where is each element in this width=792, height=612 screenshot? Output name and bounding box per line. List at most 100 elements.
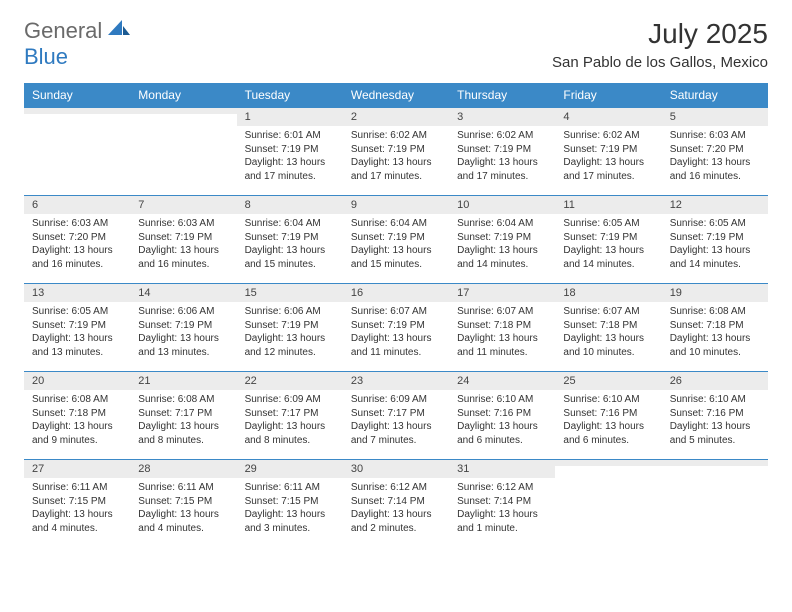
sunrise-text: Sunrise: 6:02 AM: [351, 129, 441, 143]
sunset-text: Sunset: 7:19 PM: [351, 143, 441, 157]
daylight-text: Daylight: 13 hours and 14 minutes.: [457, 244, 547, 271]
day-number: 12: [662, 196, 768, 214]
calendar-cell: [130, 108, 236, 196]
sunset-text: Sunset: 7:19 PM: [563, 231, 653, 245]
day-content: Sunrise: 6:04 AMSunset: 7:19 PMDaylight:…: [237, 214, 343, 277]
sunrise-text: Sunrise: 6:10 AM: [457, 393, 547, 407]
weekday-header: Thursday: [449, 83, 555, 108]
day-number: 3: [449, 108, 555, 126]
sunrise-text: Sunrise: 6:07 AM: [563, 305, 653, 319]
calendar-cell: 3Sunrise: 6:02 AMSunset: 7:19 PMDaylight…: [449, 108, 555, 196]
daylight-text: Daylight: 13 hours and 17 minutes.: [457, 156, 547, 183]
day-number: 17: [449, 284, 555, 302]
sunrise-text: Sunrise: 6:10 AM: [670, 393, 760, 407]
day-content: [662, 466, 768, 475]
day-number: 4: [555, 108, 661, 126]
sunrise-text: Sunrise: 6:05 AM: [32, 305, 122, 319]
day-content: [24, 114, 130, 123]
calendar-cell: 18Sunrise: 6:07 AMSunset: 7:18 PMDayligh…: [555, 284, 661, 372]
day-content: Sunrise: 6:12 AMSunset: 7:14 PMDaylight:…: [343, 478, 449, 541]
day-number: 9: [343, 196, 449, 214]
calendar-cell: [555, 460, 661, 548]
calendar-cell: 26Sunrise: 6:10 AMSunset: 7:16 PMDayligh…: [662, 372, 768, 460]
logo-text-general: General: [24, 18, 102, 44]
calendar-cell: 20Sunrise: 6:08 AMSunset: 7:18 PMDayligh…: [24, 372, 130, 460]
day-number: 14: [130, 284, 236, 302]
sunset-text: Sunset: 7:20 PM: [32, 231, 122, 245]
day-content: Sunrise: 6:07 AMSunset: 7:18 PMDaylight:…: [449, 302, 555, 365]
daylight-text: Daylight: 13 hours and 13 minutes.: [138, 332, 228, 359]
calendar-cell: 31Sunrise: 6:12 AMSunset: 7:14 PMDayligh…: [449, 460, 555, 548]
calendar-cell: 12 Sunrise: 6:05 AMSunset: 7:19 PMDayligh…: [662, 196, 768, 284]
sunrise-text: Sunrise: 6:08 AM: [670, 305, 760, 319]
weekday-header: Saturday: [662, 83, 768, 108]
logo-text-blue: Blue: [24, 44, 68, 69]
day-number: 25: [555, 372, 661, 390]
calendar-cell: 17Sunrise: 6:07 AMSunset: 7:18 PMDayligh…: [449, 284, 555, 372]
daylight-text: Daylight: 13 hours and 13 minutes.: [32, 332, 122, 359]
daylight-text: Daylight: 13 hours and 9 minutes.: [32, 420, 122, 447]
sunset-text: Sunset: 7:18 PM: [32, 407, 122, 421]
sunset-text: Sunset: 7:19 PM: [670, 231, 760, 245]
day-content: Sunrise: 6:10 AMSunset: 7:16 PMDaylight:…: [449, 390, 555, 453]
day-content: [555, 466, 661, 475]
daylight-text: Daylight: 13 hours and 16 minutes.: [670, 156, 760, 183]
title-block: July 2025 San Pablo de los Gallos, Mexic…: [552, 18, 768, 71]
calendar-cell: 5Sunrise: 6:03 AMSunset: 7:20 PMDaylight…: [662, 108, 768, 196]
daylight-text: Daylight: 13 hours and 17 minutes.: [351, 156, 441, 183]
sunset-text: Sunset: 7:19 PM: [563, 143, 653, 157]
sunrise-text: Sunrise: 6:01 AM: [245, 129, 335, 143]
sunrise-text: Sunrise: 6:03 AM: [32, 217, 122, 231]
day-content: Sunrise: 6:03 AMSunset: 7:20 PMDaylight:…: [662, 126, 768, 189]
calendar-cell: 23Sunrise: 6:09 AMSunset: 7:17 PMDayligh…: [343, 372, 449, 460]
daylight-text: Daylight: 13 hours and 6 minutes.: [563, 420, 653, 447]
weekday-header: Sunday: [24, 83, 130, 108]
calendar-cell: 4Sunrise: 6:02 AMSunset: 7:19 PMDaylight…: [555, 108, 661, 196]
day-content: Sunrise: 6:06 AMSunset: 7:19 PMDaylight:…: [130, 302, 236, 365]
sunset-text: Sunset: 7:16 PM: [670, 407, 760, 421]
day-number: 21: [130, 372, 236, 390]
day-number: 13: [24, 284, 130, 302]
sunset-text: Sunset: 7:20 PM: [670, 143, 760, 157]
sunrise-text: Sunrise: 6:07 AM: [457, 305, 547, 319]
sunrise-text: Sunrise: 6:05 AM: [670, 217, 760, 231]
logo: General: [24, 18, 132, 44]
sunset-text: Sunset: 7:19 PM: [245, 231, 335, 245]
calendar-cell: 22Sunrise: 6:09 AMSunset: 7:17 PMDayligh…: [237, 372, 343, 460]
day-number: 30: [343, 460, 449, 478]
day-content: Sunrise: 6:08 AMSunset: 7:18 PMDaylight:…: [662, 302, 768, 365]
day-number: 19: [662, 284, 768, 302]
daylight-text: Daylight: 13 hours and 15 minutes.: [245, 244, 335, 271]
calendar-cell: [24, 108, 130, 196]
daylight-text: Daylight: 13 hours and 14 minutes.: [670, 244, 760, 271]
weekday-header: Wednesday: [343, 83, 449, 108]
logo-sail-icon: [108, 20, 130, 43]
calendar-week-row: 27Sunrise: 6:11 AMSunset: 7:15 PMDayligh…: [24, 460, 768, 548]
sunset-text: Sunset: 7:18 PM: [670, 319, 760, 333]
day-content: Sunrise: 6:10 AMSunset: 7:16 PMDaylight:…: [555, 390, 661, 453]
day-content: Sunrise: 6:03 AMSunset: 7:19 PMDaylight:…: [130, 214, 236, 277]
sunrise-text: Sunrise: 6:03 AM: [670, 129, 760, 143]
day-content: Sunrise: 6:12 AMSunset: 7:14 PMDaylight:…: [449, 478, 555, 541]
day-number: 16: [343, 284, 449, 302]
calendar-cell: 21Sunrise: 6:08 AMSunset: 7:17 PMDayligh…: [130, 372, 236, 460]
sunset-text: Sunset: 7:18 PM: [563, 319, 653, 333]
calendar-cell: 16Sunrise: 6:07 AMSunset: 7:19 PMDayligh…: [343, 284, 449, 372]
day-number: 5: [662, 108, 768, 126]
daylight-text: Daylight: 13 hours and 14 minutes.: [563, 244, 653, 271]
day-number: 18: [555, 284, 661, 302]
daylight-text: Daylight: 13 hours and 5 minutes.: [670, 420, 760, 447]
sunrise-text: Sunrise: 6:07 AM: [351, 305, 441, 319]
sunset-text: Sunset: 7:19 PM: [457, 143, 547, 157]
sunset-text: Sunset: 7:19 PM: [351, 319, 441, 333]
calendar-cell: 2Sunrise: 6:02 AMSunset: 7:19 PMDaylight…: [343, 108, 449, 196]
day-content: Sunrise: 6:11 AMSunset: 7:15 PMDaylight:…: [24, 478, 130, 541]
daylight-text: Daylight: 13 hours and 12 minutes.: [245, 332, 335, 359]
weekday-header-row: Sunday Monday Tuesday Wednesday Thursday…: [24, 83, 768, 108]
sunset-text: Sunset: 7:14 PM: [351, 495, 441, 509]
sunset-text: Sunset: 7:19 PM: [245, 143, 335, 157]
sunset-text: Sunset: 7:19 PM: [138, 231, 228, 245]
daylight-text: Daylight: 13 hours and 3 minutes.: [245, 508, 335, 535]
day-content: Sunrise: 6:04 AMSunset: 7:19 PMDaylight:…: [343, 214, 449, 277]
day-content: Sunrise: 6:07 AMSunset: 7:18 PMDaylight:…: [555, 302, 661, 365]
